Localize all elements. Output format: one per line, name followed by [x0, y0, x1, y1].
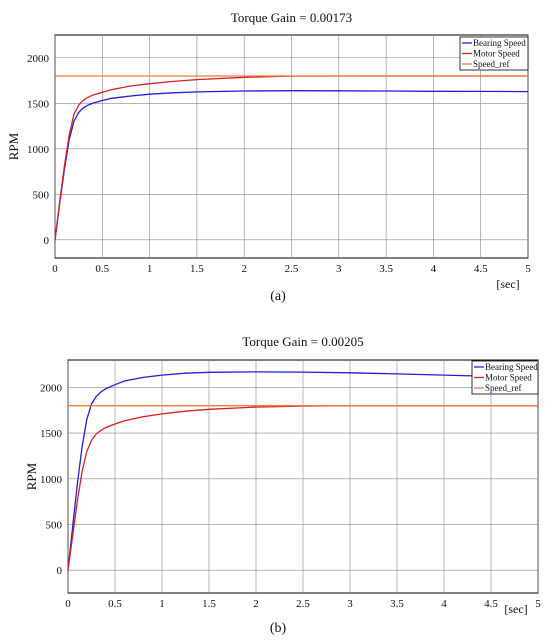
y-tick-label: 1000: [27, 144, 50, 156]
chart-title: Torque Gain = 0.00173: [231, 10, 352, 25]
x-tick-label: 3.5: [390, 598, 404, 610]
x-tick-label: 2: [253, 598, 259, 610]
legend-entry: Motor Speed: [473, 49, 520, 59]
x-tick-label: 2.5: [285, 263, 299, 275]
legend-entry: Speed_ref: [473, 59, 509, 69]
legend-entry: Motor Speed: [485, 373, 532, 383]
x-tick-label: 0: [52, 263, 58, 275]
x-axis-label: [sec]: [496, 277, 519, 291]
legend-entry: Bearing Speed: [473, 38, 526, 48]
series-line-bearing-speed: [54, 90, 529, 240]
y-tick-label: 2000: [40, 382, 63, 394]
x-tick-label: 0.5: [108, 598, 122, 610]
x-tick-label: 5: [525, 263, 531, 275]
series-line-bearing-speed: [67, 371, 539, 571]
chart-caption: (a): [270, 289, 286, 304]
y-tick-label: 1000: [40, 474, 63, 486]
x-tick-label: 2: [241, 263, 247, 275]
y-tick-label: 500: [33, 189, 50, 201]
x-tick-label: 3: [336, 263, 342, 275]
x-tick-label: 3.5: [379, 263, 393, 275]
y-axis-label: RPM: [6, 132, 21, 160]
chart-title: Torque Gain = 0.00205: [242, 334, 363, 349]
x-tick-label: 4.5: [484, 598, 498, 610]
x-tick-label: 4.5: [474, 263, 488, 275]
chart-a: 0 0.5 1 1.5 2 2.5 3 3.5 4 4.5 5 0 500 1000 1500 2000 Bea…: [6, 10, 531, 304]
y-tick-label: 500: [46, 519, 63, 531]
x-tick-label: 1.5: [190, 263, 204, 275]
y-tick-label: 0: [44, 235, 50, 247]
x-tick-label: 0: [65, 598, 71, 610]
y-tick-label: 1500: [27, 98, 50, 110]
x-tick-label: 4: [431, 263, 437, 275]
y-tick-label: 2000: [27, 53, 50, 65]
y-tick-label: 0: [57, 565, 63, 577]
x-tick-label: 1.5: [202, 598, 216, 610]
y-axis-label: RPM: [24, 462, 39, 490]
x-tick-label: 1: [159, 598, 165, 610]
legend-entry: Speed_ref: [485, 383, 521, 393]
x-axis-label: [sec]: [504, 602, 527, 616]
x-tick-label: 3: [347, 598, 353, 610]
chart-caption: (b): [270, 621, 287, 636]
x-tick-label: 4: [441, 598, 447, 610]
x-tick-label: 0.5: [95, 263, 109, 275]
y-tick-label: 1500: [40, 428, 63, 440]
x-tick-label: 2.5: [296, 598, 310, 610]
x-tick-label: 5: [535, 598, 541, 610]
legend-entry: Bearing Speed: [485, 362, 538, 372]
chart-b: 0 0.5 1 1.5 2 2.5 3 3.5 4 4.5 5 0 500 1000 1500 2000 Bea…: [24, 334, 541, 636]
x-tick-label: 1: [147, 263, 153, 275]
